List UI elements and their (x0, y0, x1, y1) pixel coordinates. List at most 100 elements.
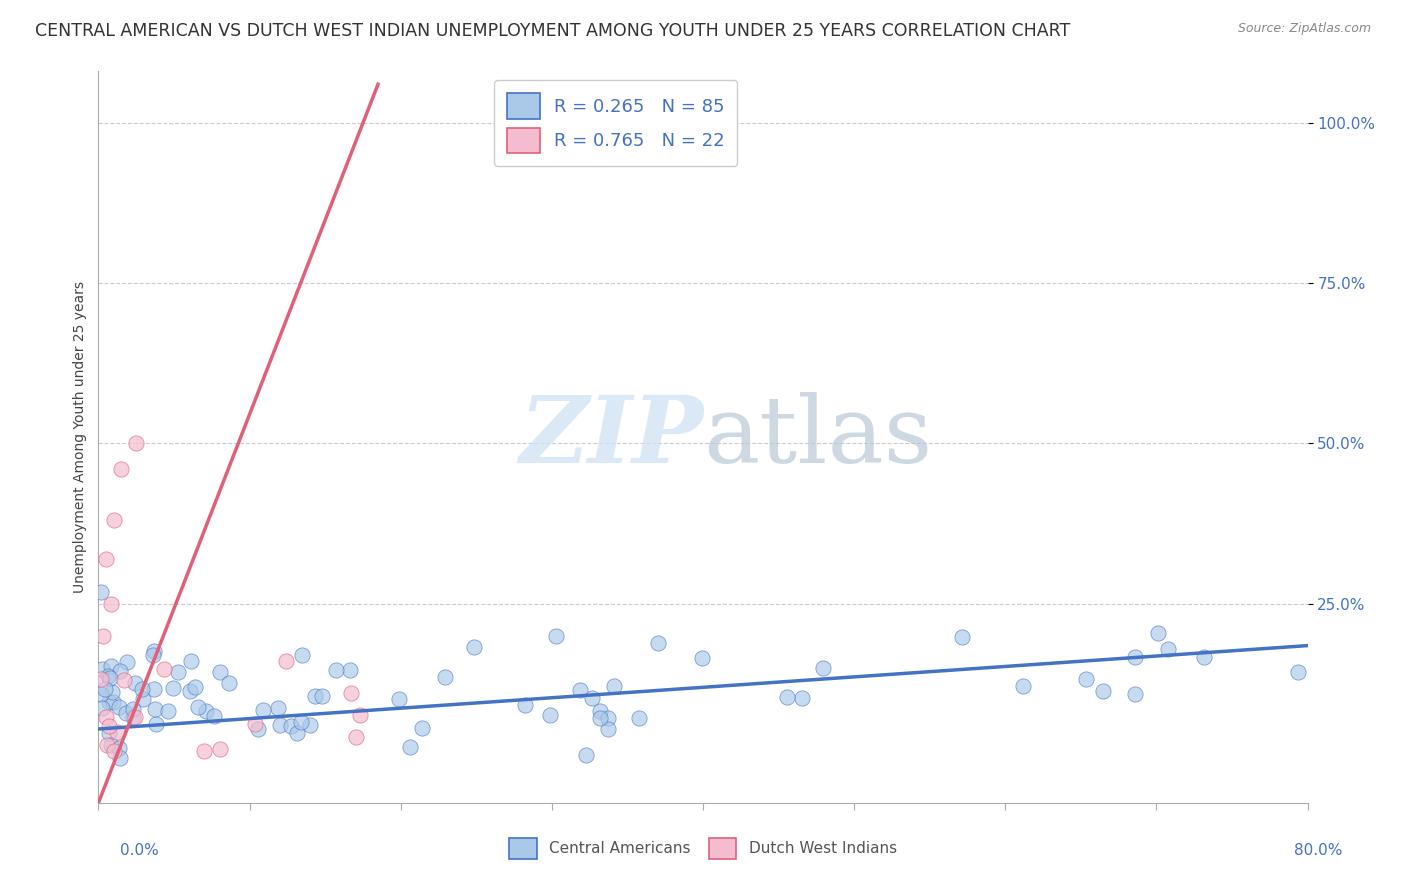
Point (132, 691, 155, 706)
Point (950, 631, 973, 645)
Point (267, 701, 290, 715)
Point (299, 718, 322, 732)
Point (157, 704, 180, 718)
Point (269, 718, 291, 732)
Point (110, 664, 132, 678)
Point (93, 681, 115, 696)
Point (96, 669, 118, 683)
Point (143, 644, 166, 658)
Point (100, 659, 122, 673)
Point (581, 690, 603, 705)
Point (103, 514, 125, 528)
Point (411, 721, 433, 735)
Point (115, 706, 138, 721)
Point (125, 436, 148, 450)
Point (97, 695, 120, 709)
Point (218, 676, 240, 690)
Point (153, 662, 176, 676)
Point (94, 710, 117, 724)
Point (647, 636, 669, 650)
Point (515, 698, 537, 712)
Point (544, 629, 567, 643)
Point (90, 688, 112, 702)
Point (124, 676, 146, 690)
Point (195, 704, 218, 718)
Point (121, 709, 143, 723)
Y-axis label: Unemployment Among Youth under 25 years: Unemployment Among Youth under 25 years (73, 281, 87, 593)
Text: CENTRAL AMERICAN VS DUTCH WEST INDIAN UNEMPLOYMENT AMONG YOUTH UNDER 25 YEARS CO: CENTRAL AMERICAN VS DUTCH WEST INDIAN UN… (35, 22, 1070, 40)
Point (568, 682, 591, 697)
Point (208, 665, 231, 679)
Text: ZIP: ZIP (519, 392, 703, 482)
Point (628, 711, 651, 725)
Point (790, 690, 813, 705)
Point (274, 654, 297, 668)
Point (690, 650, 713, 665)
Point (90, 672, 112, 686)
Point (183, 680, 205, 694)
Point (344, 731, 367, 745)
Point (187, 700, 209, 714)
Point (339, 663, 361, 677)
Point (602, 679, 624, 693)
Point (100, 739, 122, 753)
Point (1157, 642, 1180, 657)
Point (98, 671, 121, 685)
Legend: Central Americans, Dutch West Indians: Central Americans, Dutch West Indians (501, 829, 905, 868)
Point (142, 682, 165, 697)
Point (387, 692, 409, 706)
Point (145, 717, 167, 731)
Point (143, 702, 166, 716)
Point (598, 710, 620, 724)
Point (208, 742, 231, 756)
Point (811, 660, 834, 674)
Point (311, 689, 333, 703)
Point (110, 751, 132, 765)
Point (110, 462, 132, 476)
Point (193, 744, 215, 758)
Point (101, 695, 124, 709)
Text: Source: ZipAtlas.com: Source: ZipAtlas.com (1237, 22, 1371, 36)
Point (91, 662, 114, 676)
Point (103, 744, 125, 758)
Point (596, 722, 619, 736)
Point (538, 708, 561, 723)
Point (246, 722, 269, 736)
Text: atlas: atlas (703, 392, 932, 482)
Point (1074, 672, 1097, 686)
Point (1123, 650, 1146, 665)
Point (105, 725, 128, 739)
Point (589, 704, 612, 718)
Point (108, 740, 131, 755)
Point (124, 710, 146, 724)
Point (97, 726, 120, 740)
Point (91, 701, 114, 715)
Point (180, 654, 202, 668)
Point (1091, 683, 1114, 698)
Point (142, 648, 165, 662)
Point (91, 629, 114, 643)
Point (98, 718, 121, 732)
Point (96, 738, 118, 752)
Point (101, 684, 124, 698)
Point (131, 682, 153, 697)
Point (252, 703, 274, 717)
Point (108, 699, 131, 714)
Point (112, 673, 135, 687)
Point (167, 665, 190, 679)
Point (243, 716, 266, 731)
Point (575, 747, 598, 762)
Text: 80.0%: 80.0% (1295, 843, 1343, 858)
Point (349, 708, 371, 723)
Point (179, 684, 201, 698)
Point (1147, 626, 1170, 640)
Point (1286, 665, 1309, 680)
Text: 0.0%: 0.0% (120, 843, 159, 858)
Point (1192, 649, 1215, 664)
Point (776, 690, 799, 704)
Point (1125, 687, 1147, 701)
Point (291, 648, 314, 662)
Point (434, 670, 457, 684)
Point (122, 701, 145, 715)
Point (285, 726, 308, 740)
